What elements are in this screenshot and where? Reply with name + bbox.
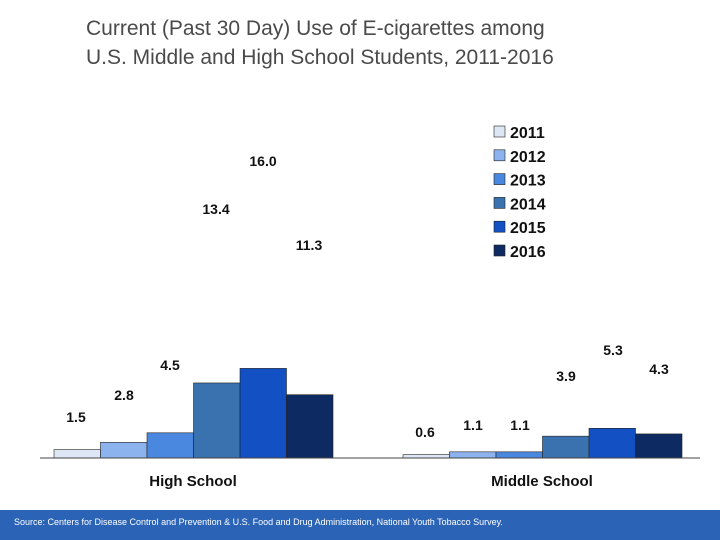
chart-title: Current (Past 30 Day) Use of E-cigarette… [86, 14, 554, 72]
data-label-middle-school-2015: 5.3 [603, 342, 623, 358]
legend-label-2012: 2012 [510, 149, 546, 166]
data-label-high-school-2011: 1.5 [66, 409, 86, 425]
chart-title-line-1: Current (Past 30 Day) Use of E-cigarette… [86, 17, 545, 40]
legend-swatch-2012 [493, 149, 506, 162]
legend-swatch-2011 [493, 125, 506, 138]
legend-label-2016: 2016 [510, 244, 546, 261]
source-text: Source: Centers for Disease Control and … [14, 517, 503, 527]
data-label-middle-school-2013: 1.1 [510, 417, 530, 433]
legend-swatch-2013 [493, 173, 506, 185]
bar-high-school-2016 [286, 394, 334, 459]
chart-title-line-2: U.S. Middle and High School Students, 20… [86, 46, 554, 69]
data-label-high-school-2013: 4.5 [160, 357, 180, 373]
legend-swatch-2015 [493, 220, 506, 233]
bar-middle-school-2015 [588, 428, 636, 459]
data-label-middle-school-2012: 1.1 [463, 417, 483, 433]
data-label-high-school-2015: 16.0 [249, 153, 276, 169]
data-label-middle-school-2011: 0.6 [415, 424, 435, 440]
legend-swatch-2016 [493, 244, 506, 257]
bar-middle-school-2014 [542, 435, 590, 459]
data-label-high-school-2014: 13.4 [202, 201, 229, 217]
legend-label-2014: 2014 [510, 196, 546, 213]
bar-high-school-2012 [100, 442, 148, 459]
data-label-high-school-2016: 11.3 [296, 237, 323, 253]
data-label-high-school-2012: 2.8 [114, 387, 134, 403]
bar-high-school-2014 [193, 382, 241, 459]
bar-high-school-2015 [239, 368, 287, 459]
legend-label-2011: 2011 [510, 125, 545, 142]
bar-middle-school-2011 [402, 454, 450, 459]
bar-high-school-2013 [146, 432, 194, 459]
legend-swatch-2014 [493, 197, 506, 209]
legend-label-2015: 2015 [510, 220, 546, 237]
source-footer: Source: Centers for Disease Control and … [0, 510, 720, 540]
x-tick-label-middle-school: Middle School [491, 473, 593, 490]
bar-middle-school-2013 [495, 451, 543, 459]
x-tick-label-high-school: High School [149, 473, 237, 490]
bar-middle-school-2016 [635, 433, 683, 459]
data-label-middle-school-2016: 4.3 [649, 361, 669, 377]
bar-high-school-2011 [53, 449, 101, 459]
legend-label-2013: 2013 [510, 173, 546, 190]
bar-middle-school-2012 [449, 451, 497, 459]
data-label-middle-school-2014: 3.9 [556, 368, 576, 384]
bar-chart: 1.5 0.6 2.8 1.1 4.5 1.1 13.4 3.9 16.0 5.3 11.3 4.3 H… [40, 125, 700, 490]
